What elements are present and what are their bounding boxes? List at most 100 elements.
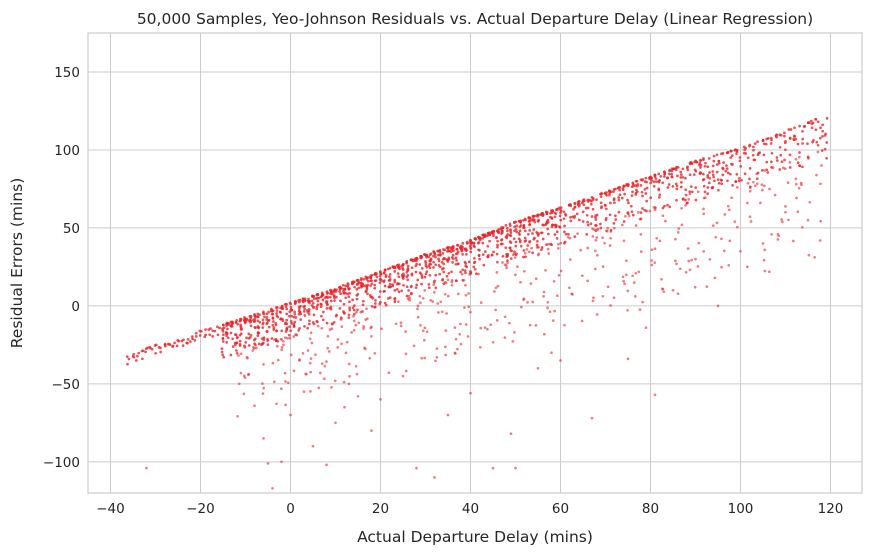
scatter-point: [348, 291, 352, 295]
scatter-point: [396, 282, 400, 285]
scatter-point: [594, 238, 598, 242]
scatter-point: [568, 286, 571, 290]
scatter-point: [127, 357, 131, 361]
scatter-point: [678, 267, 682, 271]
x-tick-label: 0: [286, 501, 295, 517]
scatter-point: [730, 162, 733, 166]
scatter-point: [563, 240, 567, 244]
scatter-point: [320, 362, 324, 366]
scatter-point: [461, 245, 464, 249]
scatter-point: [464, 293, 468, 297]
scatter-point: [459, 270, 462, 274]
scatter-point: [370, 295, 374, 299]
scatter-point: [622, 220, 626, 223]
scatter-point: [528, 240, 531, 244]
x-tick-label: 100: [728, 501, 754, 517]
scatter-point: [623, 192, 627, 196]
scatter-point: [769, 160, 773, 164]
x-tick-labels: −40 −20 0 20 40 60 80 100 120: [96, 501, 843, 517]
scatter-point: [351, 306, 355, 310]
scatter-point: [573, 235, 577, 238]
scatter-point: [496, 239, 499, 243]
scatter-point: [739, 249, 742, 253]
scatter-point: [259, 343, 263, 347]
scatter-point: [657, 187, 661, 191]
scatter-point: [810, 126, 814, 130]
scatter-point: [466, 335, 470, 338]
scatter-point: [530, 246, 534, 250]
scatter-point: [688, 192, 692, 196]
scatter-point: [284, 330, 288, 333]
scatter-point: [307, 297, 310, 301]
scatter-point: [340, 325, 344, 328]
scatter-point: [761, 188, 764, 192]
scatter-point: [298, 310, 302, 314]
scatter-point: [573, 202, 577, 206]
scatter-point: [186, 341, 189, 345]
scatter-point: [311, 301, 315, 305]
scatter-point: [550, 243, 553, 247]
scatter-point: [608, 193, 611, 197]
scatter-point: [639, 178, 643, 182]
scatter-point: [368, 293, 372, 297]
scatter-point: [589, 202, 593, 206]
scatter-point: [432, 291, 436, 294]
scatter-point: [758, 151, 762, 154]
scatter-point: [441, 252, 445, 255]
scatter-point: [653, 208, 657, 212]
scatter-point: [292, 322, 296, 326]
scatter-point: [221, 323, 225, 327]
scatter-point: [425, 330, 429, 334]
scatter-point: [702, 177, 706, 181]
scatter-point: [442, 270, 446, 274]
scatter-point: [684, 193, 688, 197]
scatter-point: [344, 284, 348, 288]
scatter-point: [361, 299, 365, 303]
scatter-point: [508, 321, 511, 325]
scatter-point: [352, 319, 356, 323]
scatter-point: [725, 167, 729, 170]
scatter-point: [443, 345, 447, 349]
scatter-point: [791, 239, 795, 243]
scatter-point: [365, 317, 369, 321]
scatter-point: [302, 305, 306, 309]
scatter-point: [612, 197, 616, 200]
scatter-point: [140, 349, 144, 353]
scatter-point: [284, 305, 288, 309]
scatter-point: [708, 176, 712, 180]
scatter-point: [488, 239, 491, 243]
scatter-point: [437, 257, 440, 261]
scatter-point: [406, 264, 410, 268]
scatter-point: [491, 466, 495, 470]
scatter-point: [681, 198, 685, 201]
scatter-point: [387, 371, 391, 375]
scatter-point: [421, 296, 425, 300]
scatter-point: [282, 339, 285, 343]
scatter-point: [500, 231, 504, 235]
scatter-point: [238, 344, 242, 347]
scatter-point: [635, 179, 639, 183]
scatter-point: [546, 218, 550, 222]
scatter-point: [302, 390, 306, 393]
scatter-point: [500, 242, 504, 246]
scatter-point: [348, 306, 351, 310]
scatter-point: [522, 255, 525, 259]
scatter-point: [675, 187, 679, 191]
scatter-point: [674, 237, 677, 241]
scatter-point: [542, 290, 546, 294]
scatter-point: [293, 302, 297, 305]
scatter-point: [661, 181, 665, 185]
scatter-point: [742, 145, 746, 149]
scatter-point: [380, 327, 383, 331]
scatter-point: [626, 184, 630, 188]
scatter-point: [280, 348, 284, 352]
scatter-point: [819, 182, 822, 186]
scatter-point: [818, 239, 822, 242]
scatter-point: [427, 286, 431, 290]
scatter-point: [335, 288, 338, 292]
scatter-point: [658, 193, 662, 197]
scatter-point: [686, 201, 689, 205]
scatter-point: [762, 258, 766, 262]
scatter-point: [542, 332, 546, 336]
scatter-point: [446, 278, 450, 282]
